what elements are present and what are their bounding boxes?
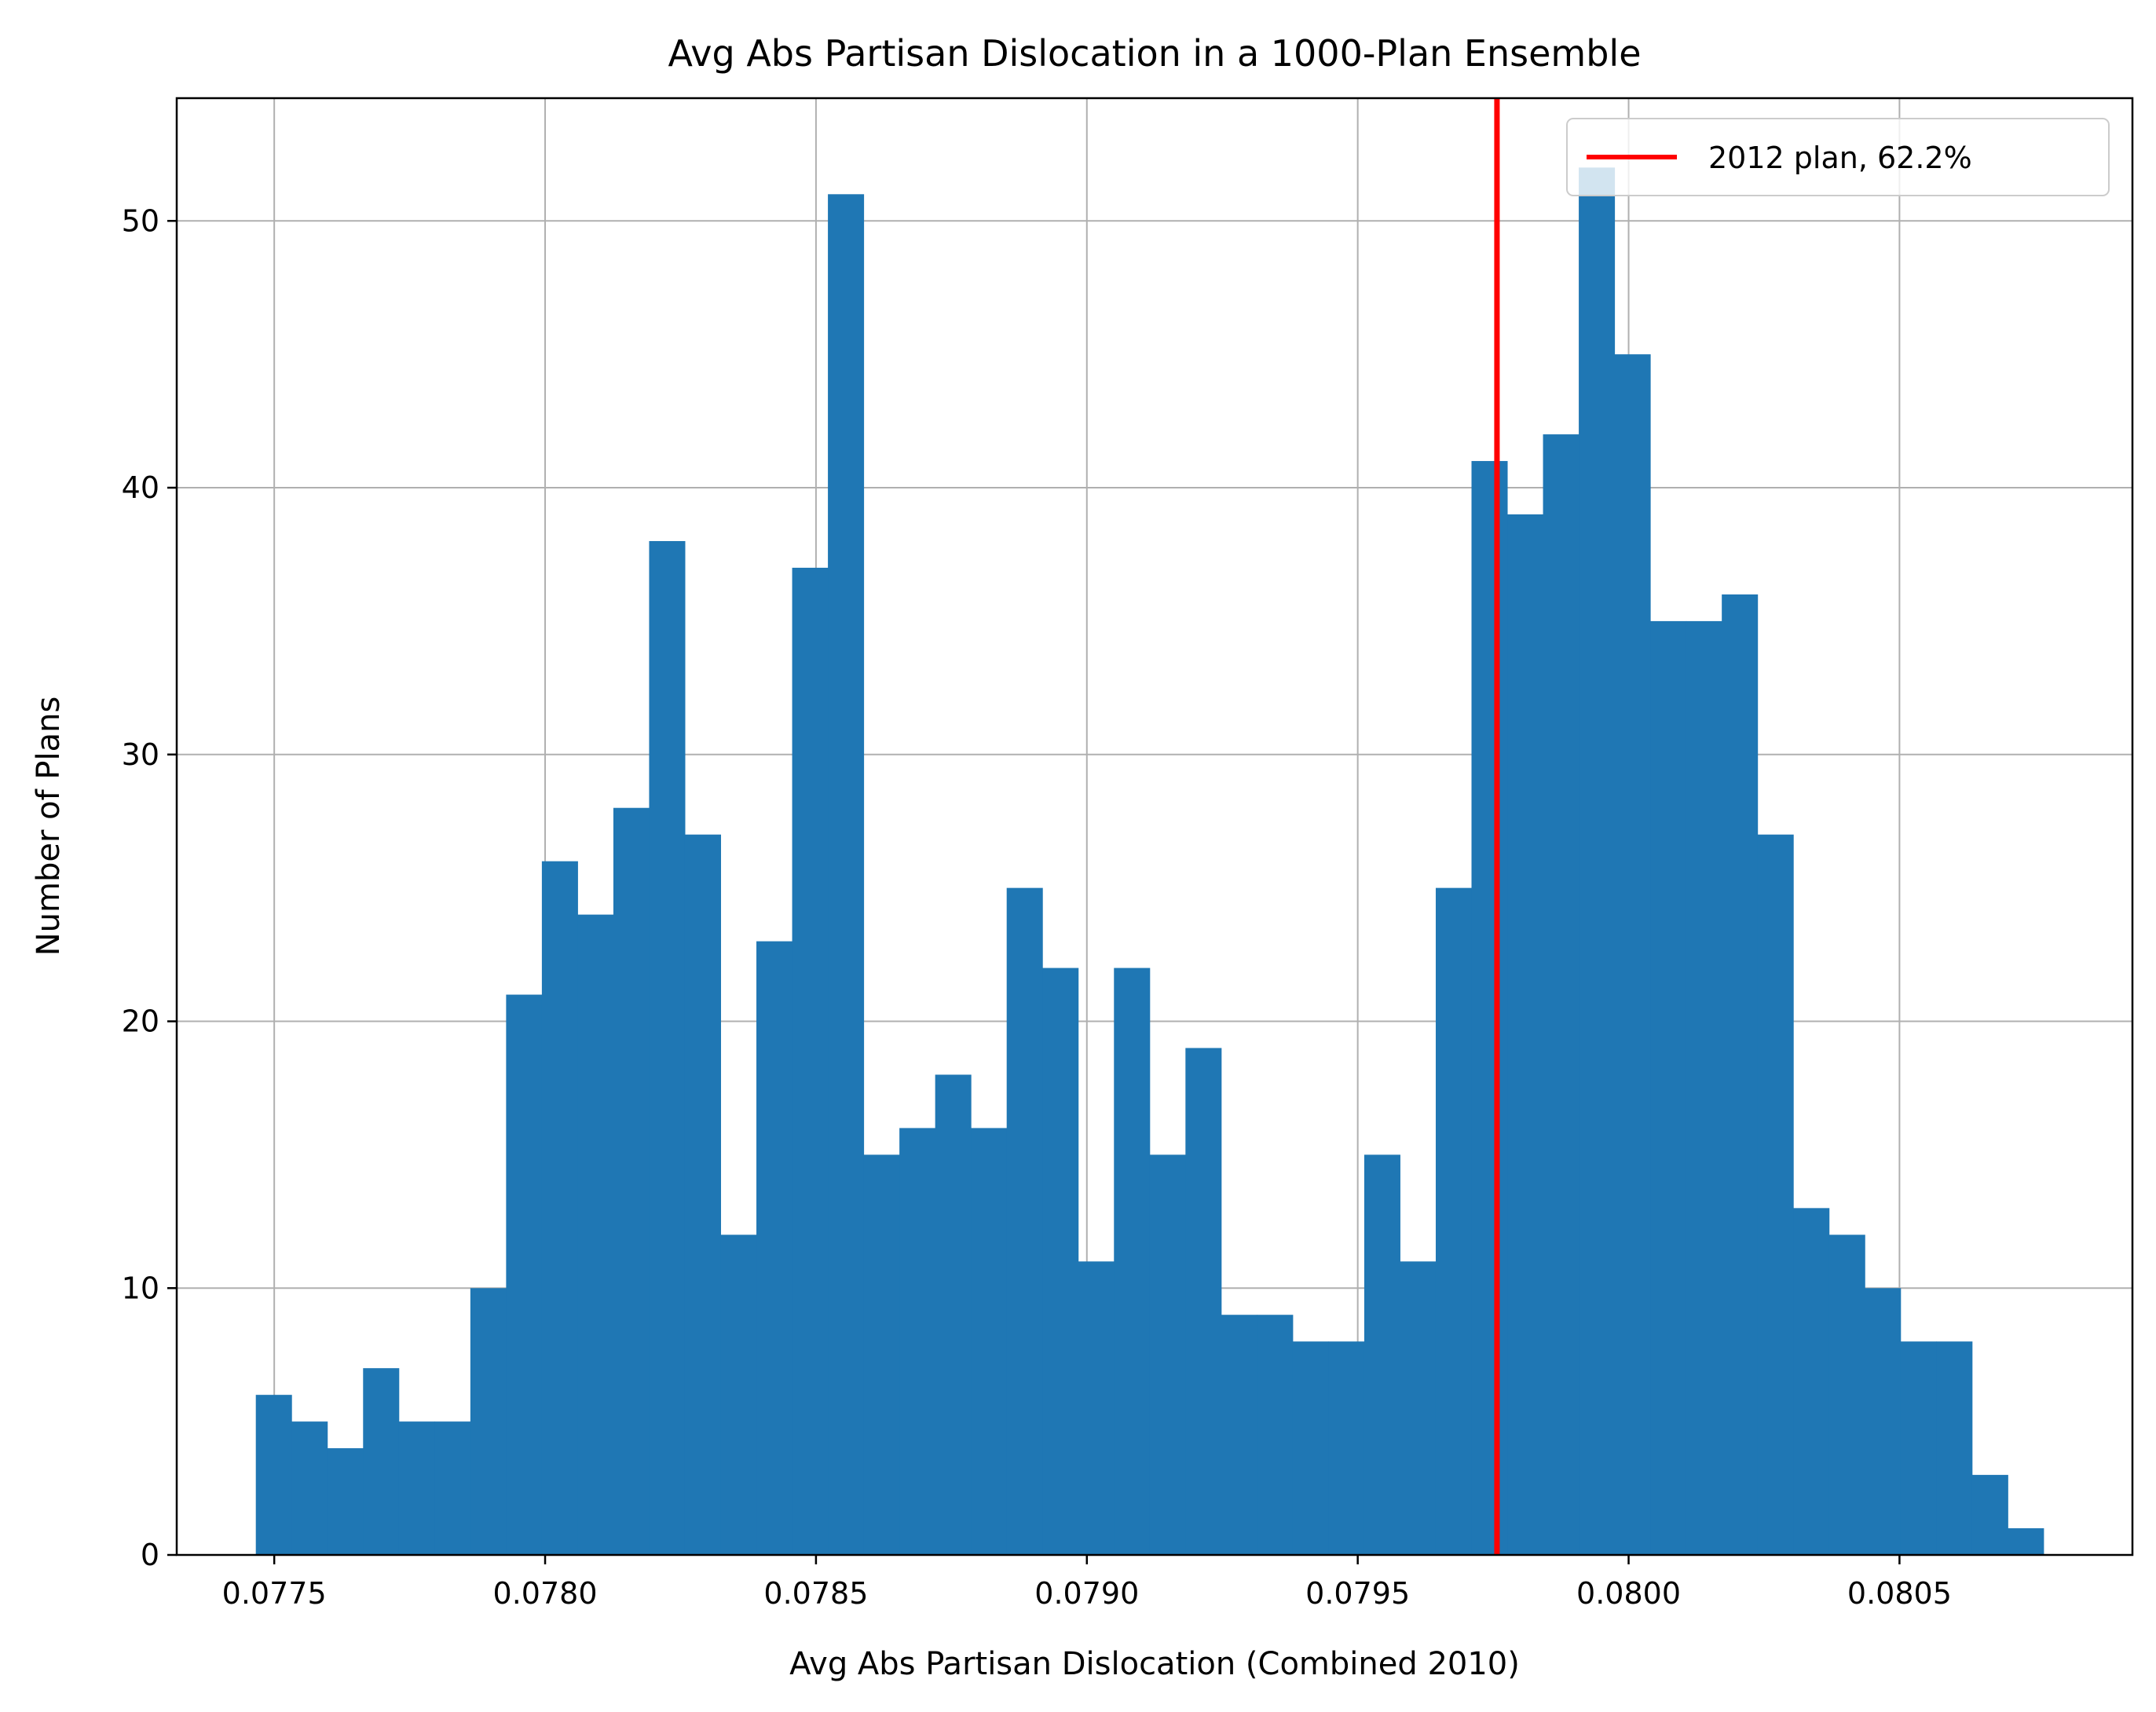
histogram-bar	[756, 941, 793, 1555]
x-tick-label: 0.0800	[1576, 1576, 1681, 1611]
y-tick-label: 20	[122, 1004, 159, 1039]
histogram-bar	[1722, 594, 1759, 1555]
x-tick-label: 0.0795	[1305, 1576, 1410, 1611]
histogram-bar	[684, 834, 722, 1555]
histogram-bar	[1650, 620, 1687, 1555]
x-tick-label: 0.0805	[1847, 1576, 1952, 1611]
histogram-bar	[1971, 1475, 2008, 1555]
y-tick-label: 50	[122, 203, 159, 238]
histogram-bar	[577, 914, 614, 1555]
histogram-bar	[506, 994, 543, 1555]
histogram-bar	[1757, 834, 1794, 1555]
x-axis-label: Avg Abs Partisan Dislocation (Combined 2…	[789, 1646, 1520, 1682]
histogram-bar	[327, 1448, 364, 1555]
y-tick-label: 0	[141, 1538, 159, 1572]
histogram-bar	[1114, 968, 1151, 1555]
histogram-bar	[1400, 1261, 1437, 1555]
histogram-bar	[1900, 1341, 1937, 1555]
histogram-bar	[470, 1288, 507, 1555]
histogram-bar	[1686, 620, 1722, 1555]
x-tick-label: 0.0790	[1034, 1576, 1139, 1611]
histogram-bar	[1257, 1315, 1294, 1555]
histogram-bar	[899, 1128, 936, 1555]
legend-box	[1566, 118, 2110, 196]
histogram-bar	[828, 194, 865, 1555]
histogram-bar	[863, 1154, 900, 1555]
histogram-bar	[1328, 1341, 1365, 1555]
histogram-bar	[1865, 1288, 1902, 1555]
x-axis-ticks: 0.0775 0.0780 0.0785 0.0790 0.0795 0.0800 0.08…	[222, 1555, 1952, 1611]
histogram-bar	[255, 1395, 292, 1555]
legend: 2012 plan, 62.2%	[1566, 118, 2110, 196]
y-axis-label: Number of Plans	[31, 697, 67, 957]
histogram-bar	[1543, 434, 1579, 1555]
histogram-bar	[1471, 461, 1508, 1555]
histogram-bar	[541, 861, 578, 1555]
histogram-bar	[363, 1368, 400, 1555]
y-axis-ticks: 0 10 20 30 40 50	[122, 203, 177, 1572]
histogram-bar	[434, 1421, 471, 1555]
x-tick-label: 0.0785	[763, 1576, 868, 1611]
histogram-bar	[1185, 1048, 1222, 1555]
y-tick-label: 10	[122, 1271, 159, 1305]
x-tick-label: 0.0780	[493, 1576, 598, 1611]
histogram-bar	[649, 540, 686, 1555]
histogram-bar	[1042, 968, 1079, 1555]
histogram-bar	[1828, 1235, 1865, 1555]
histogram-bar	[1936, 1341, 1973, 1555]
histogram-bar	[1435, 887, 1473, 1555]
histogram-bar	[291, 1421, 328, 1555]
chart-title: Avg Abs Partisan Dislocation in a 1000-P…	[668, 32, 1642, 75]
histogram-bar	[1793, 1208, 1830, 1555]
histogram-bars	[255, 167, 2044, 1556]
histogram-bar	[792, 567, 829, 1555]
histogram-bar	[1614, 354, 1651, 1556]
x-tick-label: 0.0775	[222, 1576, 327, 1611]
histogram-bar	[1507, 514, 1544, 1555]
histogram-bar	[971, 1128, 1008, 1555]
plot-frame	[175, 97, 2134, 1557]
histogram-bar	[1364, 1154, 1400, 1555]
histogram-bar	[1221, 1315, 1257, 1555]
histogram-bar	[1149, 1154, 1186, 1555]
histogram-bar	[1292, 1341, 1329, 1555]
y-tick-label: 30	[122, 737, 159, 772]
histogram-bar	[1579, 167, 1616, 1555]
histogram-bar	[398, 1421, 435, 1555]
histogram-bar	[1006, 887, 1043, 1555]
histogram-bar	[2008, 1528, 2044, 1555]
histogram-bar	[613, 807, 650, 1555]
histogram-bar	[935, 1074, 972, 1555]
legend-label: 2012 plan, 62.2%	[1708, 141, 1972, 175]
y-tick-label: 40	[122, 470, 159, 505]
histogram-bar	[720, 1235, 757, 1555]
histogram-bar	[1078, 1261, 1115, 1555]
